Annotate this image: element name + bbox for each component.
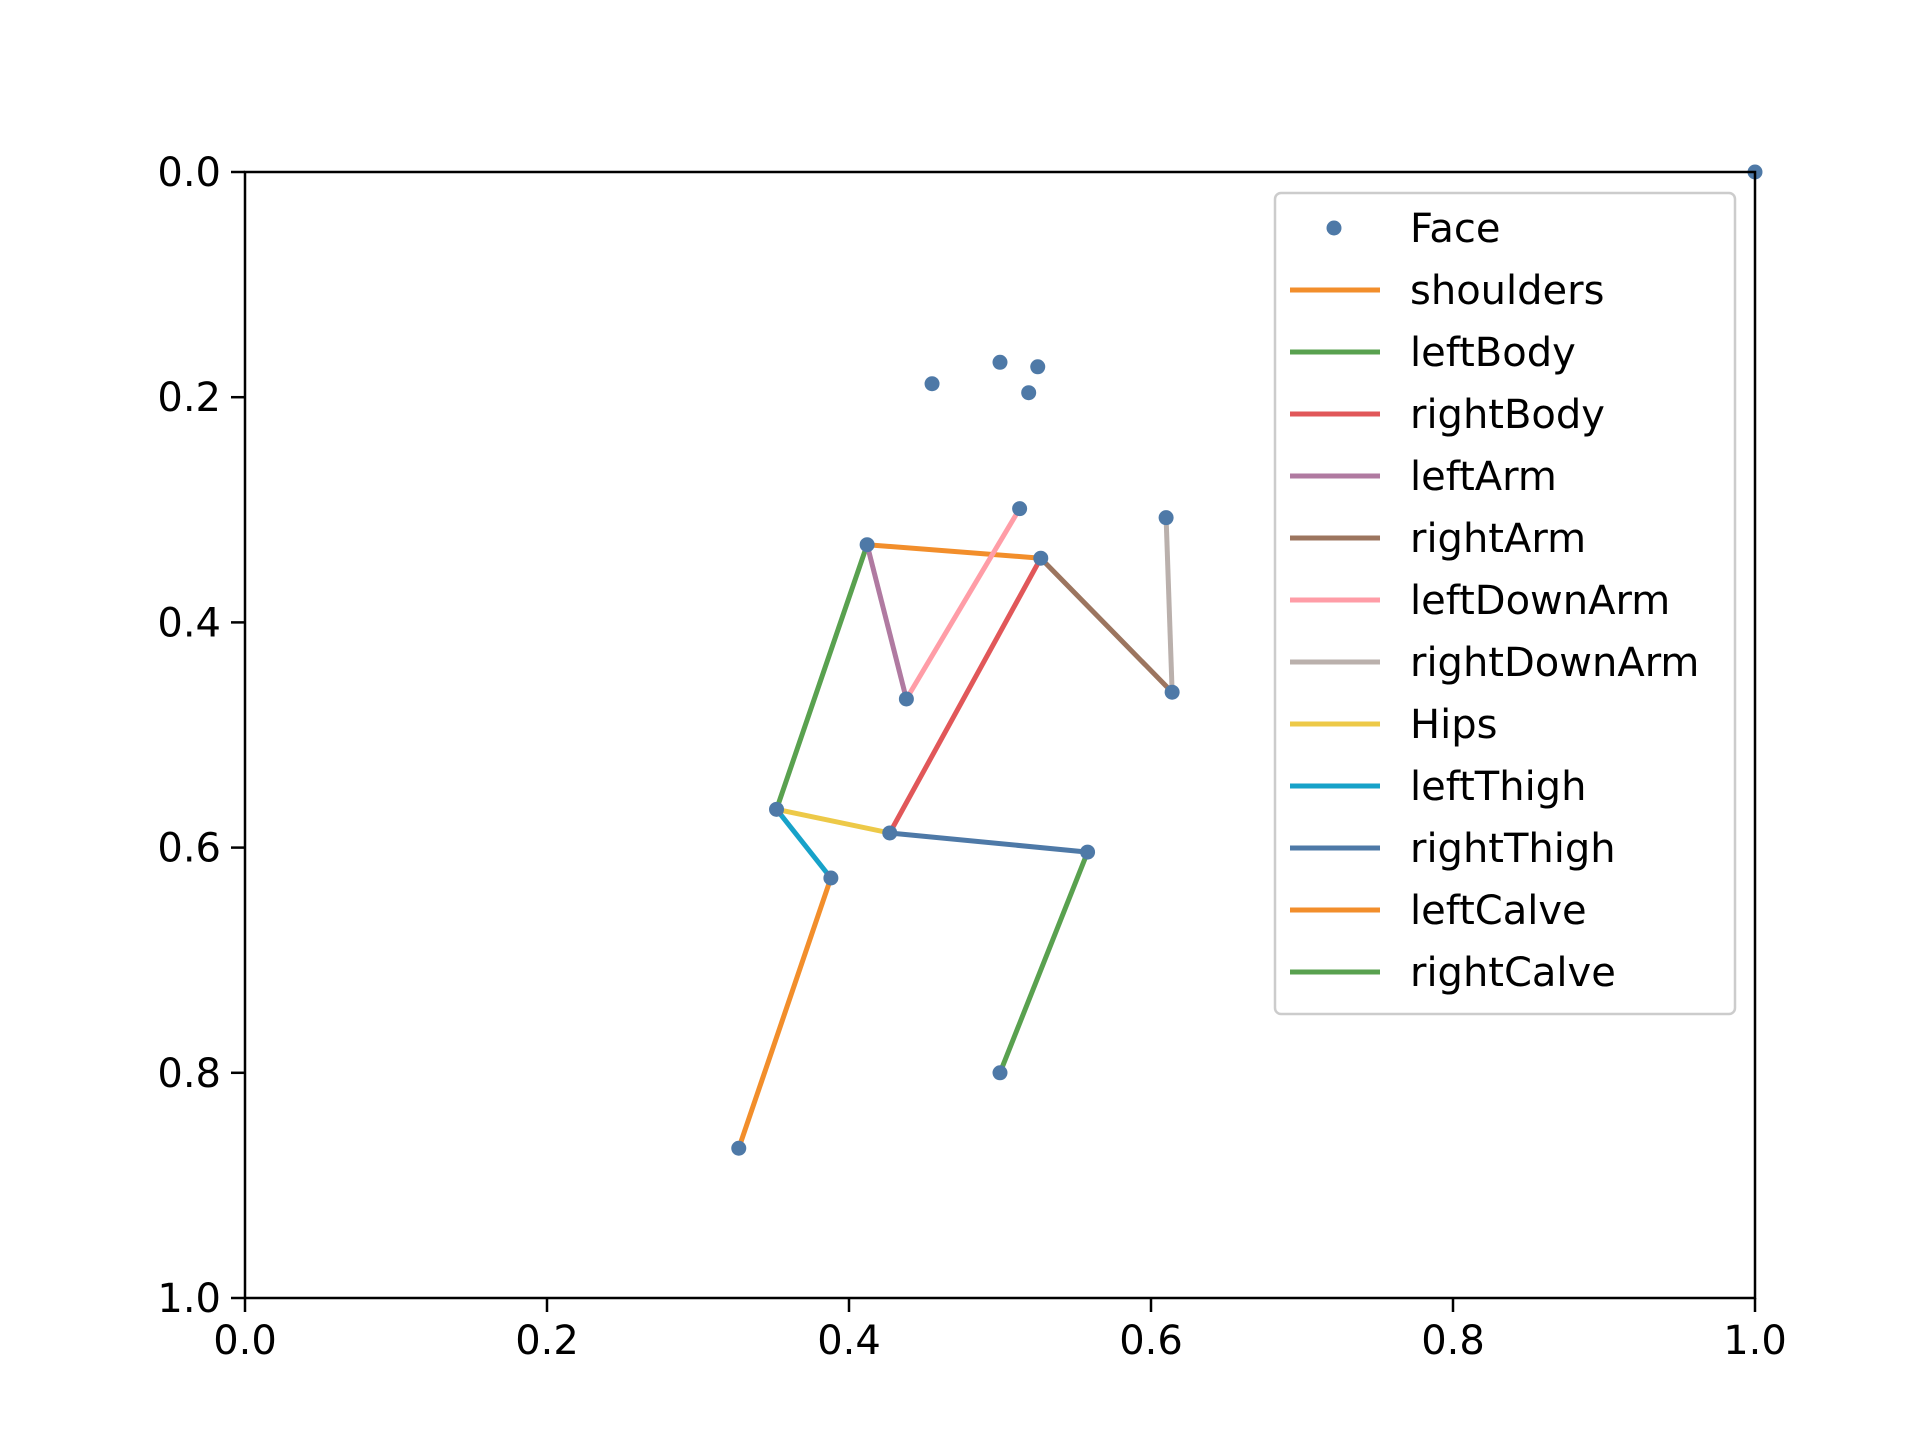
data-point [924, 376, 940, 392]
data-point [1021, 385, 1037, 401]
x-tick-label: 0.6 [1119, 1318, 1183, 1364]
series-line-Hips [776, 806, 891, 836]
data-point [992, 354, 1008, 370]
legend-label-leftThigh: leftThigh [1410, 764, 1586, 810]
series-line-leftArm [864, 544, 909, 700]
plot-area [731, 164, 1763, 1156]
y-tick-label: 0.6 [157, 826, 221, 872]
data-point [1033, 550, 1049, 566]
legend: Face shoulders leftBody rightBody leftArm rig… [1273, 191, 1737, 1016]
legend-label-leftBody: leftBody [1410, 330, 1576, 376]
legend-box [1273, 191, 1737, 1016]
legend-label-leftArm: leftArm [1410, 454, 1557, 500]
data-point [898, 691, 914, 707]
series-line-leftBody [774, 543, 870, 811]
data-point [823, 870, 839, 886]
data-point [1012, 501, 1028, 517]
data-point [1158, 510, 1174, 526]
legend-label-Hips: Hips [1410, 702, 1497, 748]
legend-label-rightDownArm: rightDownArm [1410, 640, 1699, 686]
legend-label-rightBody: rightBody [1410, 392, 1605, 438]
series-line-rightArm [1038, 556, 1174, 694]
x-tick-label: 0.8 [1421, 1318, 1485, 1364]
data-point [1164, 684, 1180, 700]
legend-label-rightCalve: rightCalve [1410, 950, 1616, 996]
legend-label-shoulders: shoulders [1410, 268, 1604, 314]
data-point [769, 801, 785, 817]
data-point [992, 1065, 1008, 1081]
data-point [1080, 844, 1096, 860]
series-line-leftThigh [774, 807, 833, 880]
x-tick-label: 0.4 [817, 1318, 881, 1364]
y-tick-label: 0.2 [157, 375, 221, 421]
legend-label-leftDownArm: leftDownArm [1410, 578, 1670, 624]
series-line-shoulders [866, 542, 1041, 561]
y-tick-label: 1.0 [157, 1276, 221, 1322]
y-tick-label: 0.4 [157, 600, 221, 646]
x-tick-label: 0.2 [515, 1318, 579, 1364]
series-line-leftCalve [736, 877, 834, 1150]
axes-frame [243, 170, 1757, 1300]
legend-label-rightThigh: rightThigh [1410, 826, 1616, 872]
data-point [731, 1140, 747, 1156]
series-line-rightBody [887, 557, 1043, 835]
y-tick-label: 0.0 [157, 150, 221, 196]
x-tick-label: 0.0 [213, 1318, 277, 1364]
series-line-rightCalve [997, 851, 1090, 1074]
data-point [859, 537, 875, 553]
series-line-leftDownArm [904, 507, 1022, 701]
legend-label-Face: Face [1410, 206, 1500, 252]
series-line-rightDownArm [1163, 517, 1175, 693]
axes: 0.0 0.2 0.4 0.6 0.8 1.00.00.20.40.60.81.0 [157, 150, 1786, 1364]
data-point [882, 825, 898, 841]
y-tick-label: 0.8 [157, 1051, 221, 1097]
series-line-rightThigh [889, 830, 1088, 855]
legend-label-leftCalve: leftCalve [1410, 888, 1587, 934]
x-tick-label: 1.0 [1723, 1318, 1787, 1364]
legend-label-rightArm: rightArm [1410, 516, 1586, 562]
legend-marker-Face [1326, 220, 1342, 236]
data-point [1030, 359, 1046, 375]
